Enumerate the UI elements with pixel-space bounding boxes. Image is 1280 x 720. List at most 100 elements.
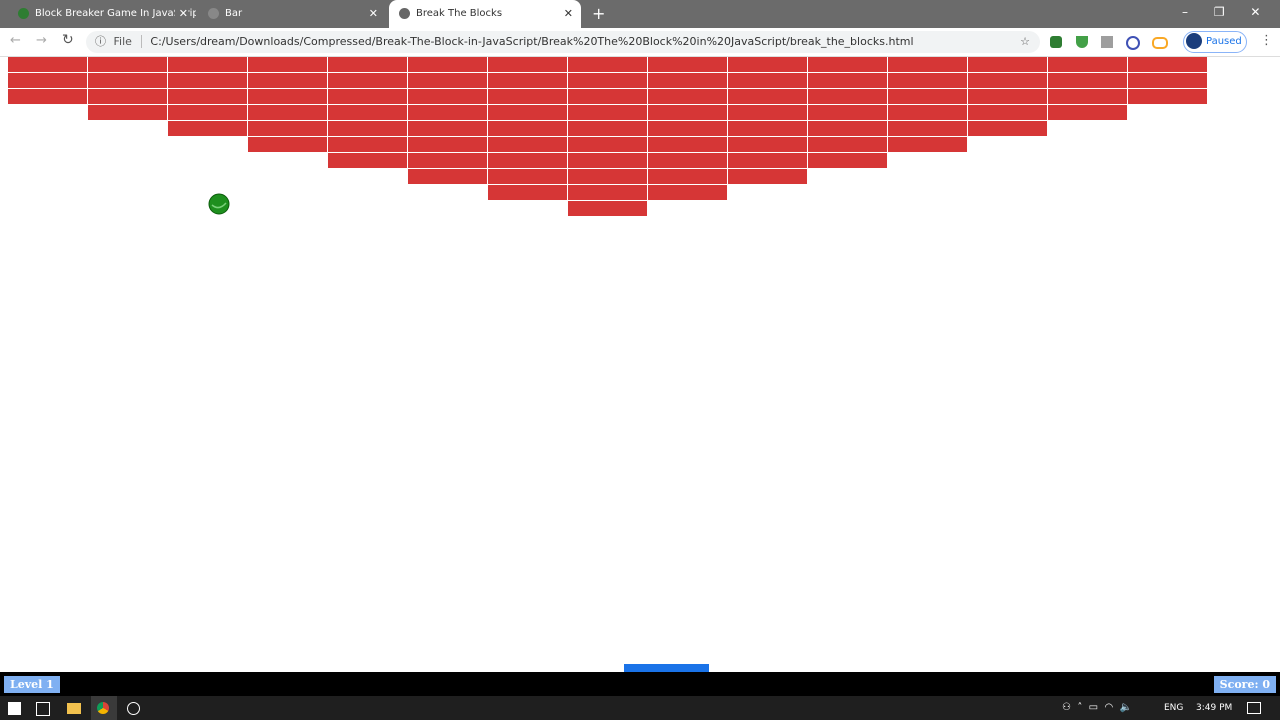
brick	[328, 89, 407, 104]
brick	[408, 57, 487, 72]
brick	[568, 169, 647, 184]
brick	[808, 153, 887, 168]
brick	[488, 105, 567, 120]
profile-status: Paused	[1206, 36, 1242, 47]
brick	[248, 89, 327, 104]
brick	[808, 57, 887, 72]
brick	[648, 137, 727, 152]
brick	[568, 153, 647, 168]
brick	[328, 153, 407, 168]
brick	[728, 169, 807, 184]
brick	[488, 185, 567, 200]
brick	[888, 105, 967, 120]
brick	[488, 57, 567, 72]
brick	[168, 121, 247, 136]
reload-button[interactable]: ↻	[62, 32, 74, 48]
taskbar: ⚇ ˄ ▭ ◠ 🔈 ENG 3:49 PM	[0, 696, 1280, 720]
brick	[488, 137, 567, 152]
brick	[968, 105, 1047, 120]
brick	[488, 153, 567, 168]
tab-title: Bar	[225, 8, 243, 19]
chrome-icon[interactable]	[91, 696, 117, 720]
brick	[888, 57, 967, 72]
brick	[328, 73, 407, 88]
brick	[168, 73, 247, 88]
brick	[968, 73, 1047, 88]
app-icon[interactable]	[127, 702, 140, 715]
toolbar: ← → ↻ ⓘ File C:/Users/dream/Downloads/Co…	[0, 28, 1280, 57]
start-button[interactable]	[8, 702, 21, 715]
extension-icon[interactable]	[1126, 36, 1140, 50]
brick	[328, 57, 407, 72]
tray-icons[interactable]: ⚇ ˄ ▭ ◠ 🔈	[1062, 702, 1133, 713]
brick	[888, 121, 967, 136]
brick	[568, 89, 647, 104]
brick	[1128, 89, 1207, 104]
brick	[488, 89, 567, 104]
brick	[808, 73, 887, 88]
extension-icon[interactable]	[1050, 36, 1062, 48]
tab-title: Break The Blocks	[416, 8, 503, 19]
brick	[248, 137, 327, 152]
ball	[208, 193, 230, 215]
extension-icon[interactable]	[1101, 36, 1113, 48]
notifications-button[interactable]	[1247, 702, 1261, 714]
brick	[488, 169, 567, 184]
brick	[808, 105, 887, 120]
brick	[568, 73, 647, 88]
extension-icon[interactable]	[1152, 37, 1168, 49]
new-tab-button[interactable]: +	[592, 4, 606, 23]
brick	[568, 105, 647, 120]
ball-highlight	[211, 202, 227, 209]
profile-button[interactable]: Paused	[1183, 31, 1247, 53]
scheme-label: File	[113, 35, 132, 48]
brick	[728, 137, 807, 152]
window-controls[interactable]: – ❐ ✕	[1182, 5, 1261, 19]
tab[interactable]: Bar ✕	[198, 0, 386, 28]
brick	[728, 105, 807, 120]
back-button[interactable]: ←	[10, 33, 21, 48]
task-view-button[interactable]	[36, 702, 50, 716]
brick	[408, 73, 487, 88]
forward-button[interactable]: →	[36, 33, 47, 48]
brick	[1048, 57, 1127, 72]
clock[interactable]: 3:49 PM	[1196, 703, 1233, 713]
brick	[88, 89, 167, 104]
score-label: Score: 0	[1213, 676, 1276, 693]
brick	[168, 89, 247, 104]
brick	[488, 121, 567, 136]
brick	[248, 73, 327, 88]
tab[interactable]: Break The Blocks ✕	[389, 0, 581, 28]
extension-icon[interactable]	[1076, 36, 1088, 48]
brick	[8, 89, 87, 104]
brick	[168, 105, 247, 120]
brick	[648, 169, 727, 184]
brick	[568, 57, 647, 72]
status-bar: Level 1 Score: 0	[0, 672, 1280, 696]
brick	[88, 57, 167, 72]
brick	[248, 121, 327, 136]
game-canvas	[8, 57, 1207, 672]
brick	[728, 73, 807, 88]
brick	[168, 57, 247, 72]
brick	[568, 185, 647, 200]
brick	[728, 153, 807, 168]
brick	[888, 73, 967, 88]
brick	[8, 57, 87, 72]
tab[interactable]: Block Breaker Game In JavaScript ✕	[8, 0, 196, 28]
brick	[648, 89, 727, 104]
address-bar[interactable]: ⓘ File C:/Users/dream/Downloads/Compress…	[86, 31, 1040, 53]
brick	[648, 73, 727, 88]
brick	[728, 89, 807, 104]
brick	[408, 89, 487, 104]
tab-title: Block Breaker Game In JavaScript	[35, 8, 196, 19]
menu-button[interactable]: ⋮	[1260, 33, 1273, 48]
brick	[408, 169, 487, 184]
brick	[408, 121, 487, 136]
brick	[328, 105, 407, 120]
brick	[328, 121, 407, 136]
explorer-icon[interactable]	[67, 703, 81, 714]
language[interactable]: ENG	[1164, 703, 1184, 713]
brick	[248, 105, 327, 120]
brick	[968, 89, 1047, 104]
